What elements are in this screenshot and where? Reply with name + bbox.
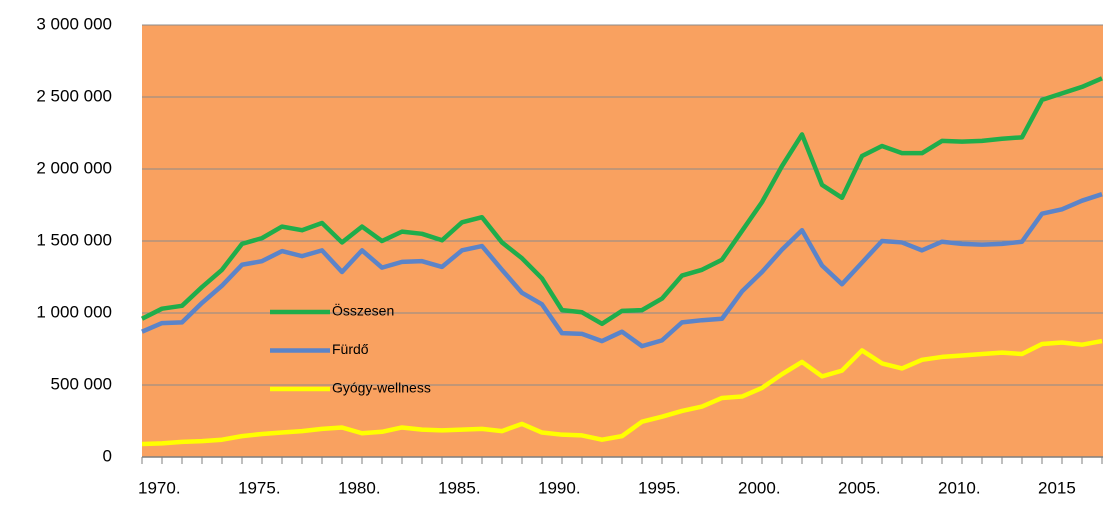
y-tick-label: 1 500 000 — [36, 230, 112, 249]
y-tick-label: 2 500 000 — [36, 86, 112, 105]
x-tick-label: 1975. — [238, 478, 281, 497]
x-tick-label: 1970. — [138, 478, 181, 497]
x-tick-label: 1985. — [438, 478, 481, 497]
x-tick-label: 2000. — [738, 478, 781, 497]
y-tick-label: 500 000 — [51, 374, 112, 393]
y-tick-label: 1 000 000 — [36, 302, 112, 321]
x-tick-label: 2010. — [938, 478, 981, 497]
x-tick-label: 1980. — [338, 478, 381, 497]
x-tick-label: 1990. — [538, 478, 581, 497]
series-line — [141, 192, 1103, 349]
x-tick-label: 2015 — [1038, 478, 1076, 497]
y-tick-label: 3 000 000 — [36, 14, 112, 33]
x-tick-label: 2005. — [838, 478, 881, 497]
legend-label: Gyógy-wellness — [332, 380, 431, 396]
series-line — [140, 76, 1103, 327]
legend: Összesen Fürdő Gyógy-wellness — [270, 302, 431, 396]
legend-label: Összesen — [332, 302, 394, 319]
legend-label: Fürdő — [332, 341, 369, 357]
y-tick-label: 2 000 000 — [36, 158, 112, 177]
series-line — [141, 338, 1103, 447]
y-tick-label: 0 — [103, 446, 112, 465]
x-tick-label: 1995. — [638, 478, 681, 497]
